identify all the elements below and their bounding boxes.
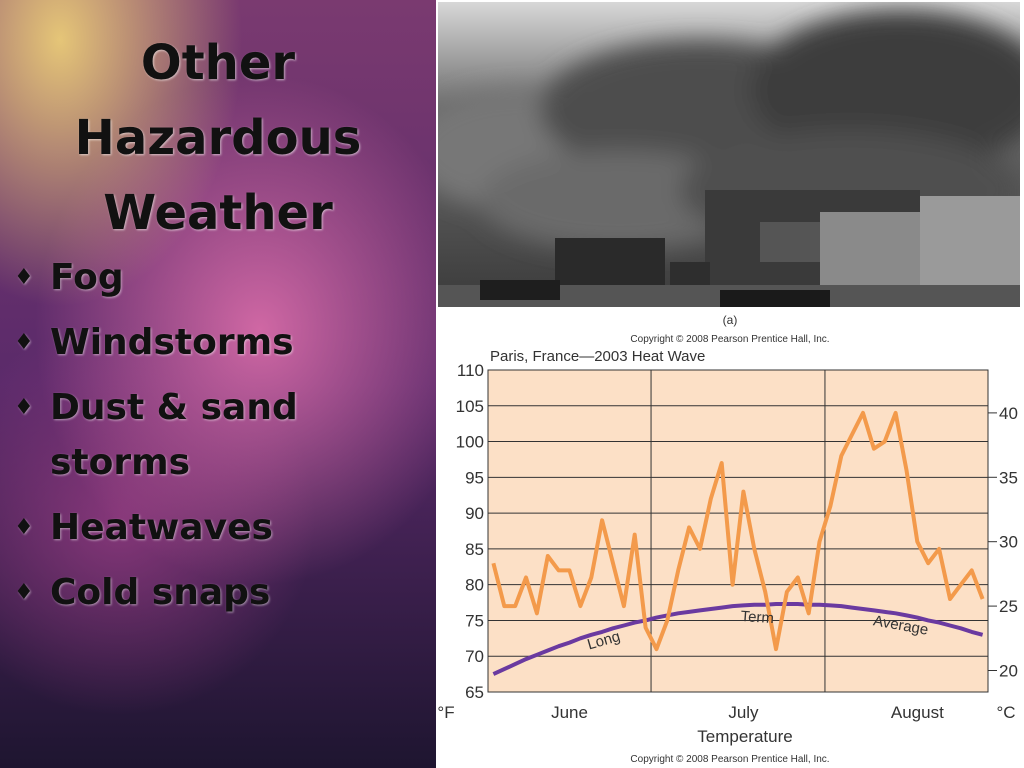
bullet-list: Fog Windstorms Dust & sand storms Heatwa… (14, 250, 324, 630)
y-tick-label: 80 (465, 576, 484, 595)
y-tick-label: 90 (465, 504, 484, 523)
left-panel: Other Hazardous Weather Fog Windstorms D… (0, 0, 436, 768)
bullet: Fog (14, 250, 324, 305)
chart-title: Paris, France—2003 Heat Wave (490, 348, 705, 365)
x-tick-label: July (728, 703, 759, 722)
slide-title: Other Hazardous Weather (74, 35, 362, 241)
bullet: Windstorms (14, 315, 324, 370)
x-tick-label: August (891, 703, 944, 722)
chart: Paris, France—2003 Heat Wave 65 70 75 80 85 90… (437, 348, 1018, 765)
y-tick-label: 65 (465, 683, 484, 702)
y-tick-label: 95 (465, 468, 484, 487)
series-line (492, 602, 984, 676)
figure: (a) Copyright © 2008 Pearson Prentice Ha… (437, 2, 1020, 765)
plot-frame (487, 369, 989, 693)
copyright: Copyright © 2008 Pearson Prentice Hall, … (630, 754, 829, 765)
y-tick-label: 110 (457, 361, 484, 380)
photo-caption: (a) (723, 313, 738, 327)
curve-annotation: Term (740, 608, 774, 627)
x-tick-label: June (551, 703, 588, 722)
y-tick-label: 105 (456, 397, 484, 416)
y-tick-label: 75 (465, 611, 484, 630)
y2-tick-label: 20 (999, 661, 1018, 680)
y2-axis-label: °C (996, 703, 1015, 722)
series-line (491, 410, 985, 652)
x-axis-label: Temperature (697, 727, 792, 746)
y-tick-label: 100 (456, 433, 484, 452)
y-tick-label: 85 (465, 540, 484, 559)
copyright: Copyright © 2008 Pearson Prentice Hall, … (630, 334, 829, 345)
y2-tick-label: 40 (999, 404, 1018, 423)
y2-tick-label: 25 (999, 597, 1018, 616)
y-tick-label: 70 (465, 647, 484, 666)
bullet: Cold snaps (14, 565, 324, 620)
y-axis-label: °F (437, 703, 454, 722)
bullet: Dust & sand storms (14, 380, 324, 490)
bullet: Heatwaves (14, 500, 324, 555)
y2-tick-label: 35 (999, 468, 1018, 487)
dust-storm-photo (438, 2, 1020, 307)
y2-tick-label: 30 (999, 533, 1018, 552)
